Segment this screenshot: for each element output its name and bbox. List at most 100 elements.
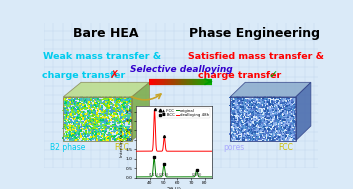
- Point: [280, 97, 286, 100]
- Point: [123, 134, 129, 137]
- Point: [276, 114, 282, 117]
- Point: [287, 100, 293, 103]
- Point: [67, 97, 73, 100]
- Point: [92, 115, 98, 118]
- Point: [230, 123, 235, 126]
- Point: [122, 129, 128, 132]
- Point: [110, 110, 116, 113]
- Point: [106, 119, 112, 122]
- Point: [100, 124, 106, 127]
- Point: [239, 99, 245, 102]
- Point: [228, 128, 234, 131]
- Point: [113, 98, 118, 101]
- Point: [80, 117, 86, 120]
- Point: [115, 108, 121, 111]
- Point: [112, 128, 117, 131]
- Point: [118, 97, 123, 100]
- Point: [276, 115, 282, 119]
- Point: [271, 128, 277, 131]
- Point: [287, 125, 293, 128]
- Point: [81, 113, 87, 116]
- Point: [71, 123, 77, 126]
- Point: [281, 112, 287, 115]
- Point: [277, 138, 283, 141]
- Point: [229, 101, 235, 105]
- Point: [95, 124, 101, 127]
- Point: [61, 117, 67, 120]
- Point: [80, 107, 85, 110]
- Point: [118, 117, 124, 120]
- Point: [278, 112, 283, 115]
- Point: [286, 97, 292, 100]
- Point: [280, 98, 286, 101]
- Point: [258, 132, 264, 136]
- Point: [280, 98, 286, 101]
- Point: [276, 124, 282, 127]
- Point: [237, 119, 243, 122]
- Point: [286, 127, 291, 130]
- Point: [120, 139, 125, 142]
- Point: [282, 134, 288, 137]
- Point: [84, 118, 89, 121]
- Point: [93, 124, 99, 127]
- Point: [126, 99, 132, 102]
- Point: [72, 117, 77, 120]
- Point: [104, 121, 109, 124]
- Point: [254, 119, 260, 122]
- Point: [275, 110, 280, 113]
- Point: [288, 128, 293, 131]
- Point: [108, 125, 114, 128]
- Point: [272, 110, 277, 113]
- Point: [95, 109, 100, 112]
- Point: [68, 136, 73, 139]
- Point: [289, 107, 294, 110]
- Point: [96, 100, 101, 103]
- Point: [116, 103, 121, 106]
- Point: [248, 117, 253, 120]
- Point: [286, 129, 292, 132]
- Point: [96, 115, 102, 118]
- Point: [287, 135, 293, 138]
- Point: [73, 101, 79, 104]
- Point: [114, 112, 120, 115]
- Point: [77, 105, 83, 108]
- Point: [291, 120, 297, 123]
- Point: [230, 110, 236, 113]
- Point: [65, 138, 70, 141]
- Point: [291, 116, 296, 119]
- Point: [280, 122, 286, 125]
- Point: [238, 134, 243, 137]
- Point: [232, 135, 237, 138]
- Point: [127, 120, 133, 123]
- Point: [280, 103, 285, 106]
- Point: [246, 128, 252, 131]
- Point: [69, 132, 75, 135]
- Point: [234, 117, 239, 120]
- Point: [86, 137, 92, 140]
- Point: [249, 104, 255, 107]
- Point: [83, 97, 89, 100]
- Point: [291, 125, 297, 128]
- Point: [79, 139, 84, 142]
- Point: [109, 99, 115, 102]
- Point: [111, 115, 116, 118]
- Point: [106, 100, 112, 103]
- Point: [275, 106, 281, 109]
- Point: [100, 132, 105, 135]
- Point: [240, 116, 245, 119]
- Point: [280, 132, 286, 136]
- Point: [122, 98, 128, 101]
- Point: [73, 103, 78, 106]
- Point: [248, 97, 254, 100]
- Point: [248, 104, 254, 107]
- Point: [68, 122, 74, 125]
- Point: [273, 117, 278, 120]
- Point: [90, 103, 96, 106]
- Point: [241, 99, 247, 102]
- Point: [258, 115, 264, 118]
- Point: [235, 100, 241, 103]
- Point: [228, 97, 234, 100]
- Point: [105, 106, 111, 109]
- Point: [262, 109, 268, 112]
- Point: [252, 125, 258, 128]
